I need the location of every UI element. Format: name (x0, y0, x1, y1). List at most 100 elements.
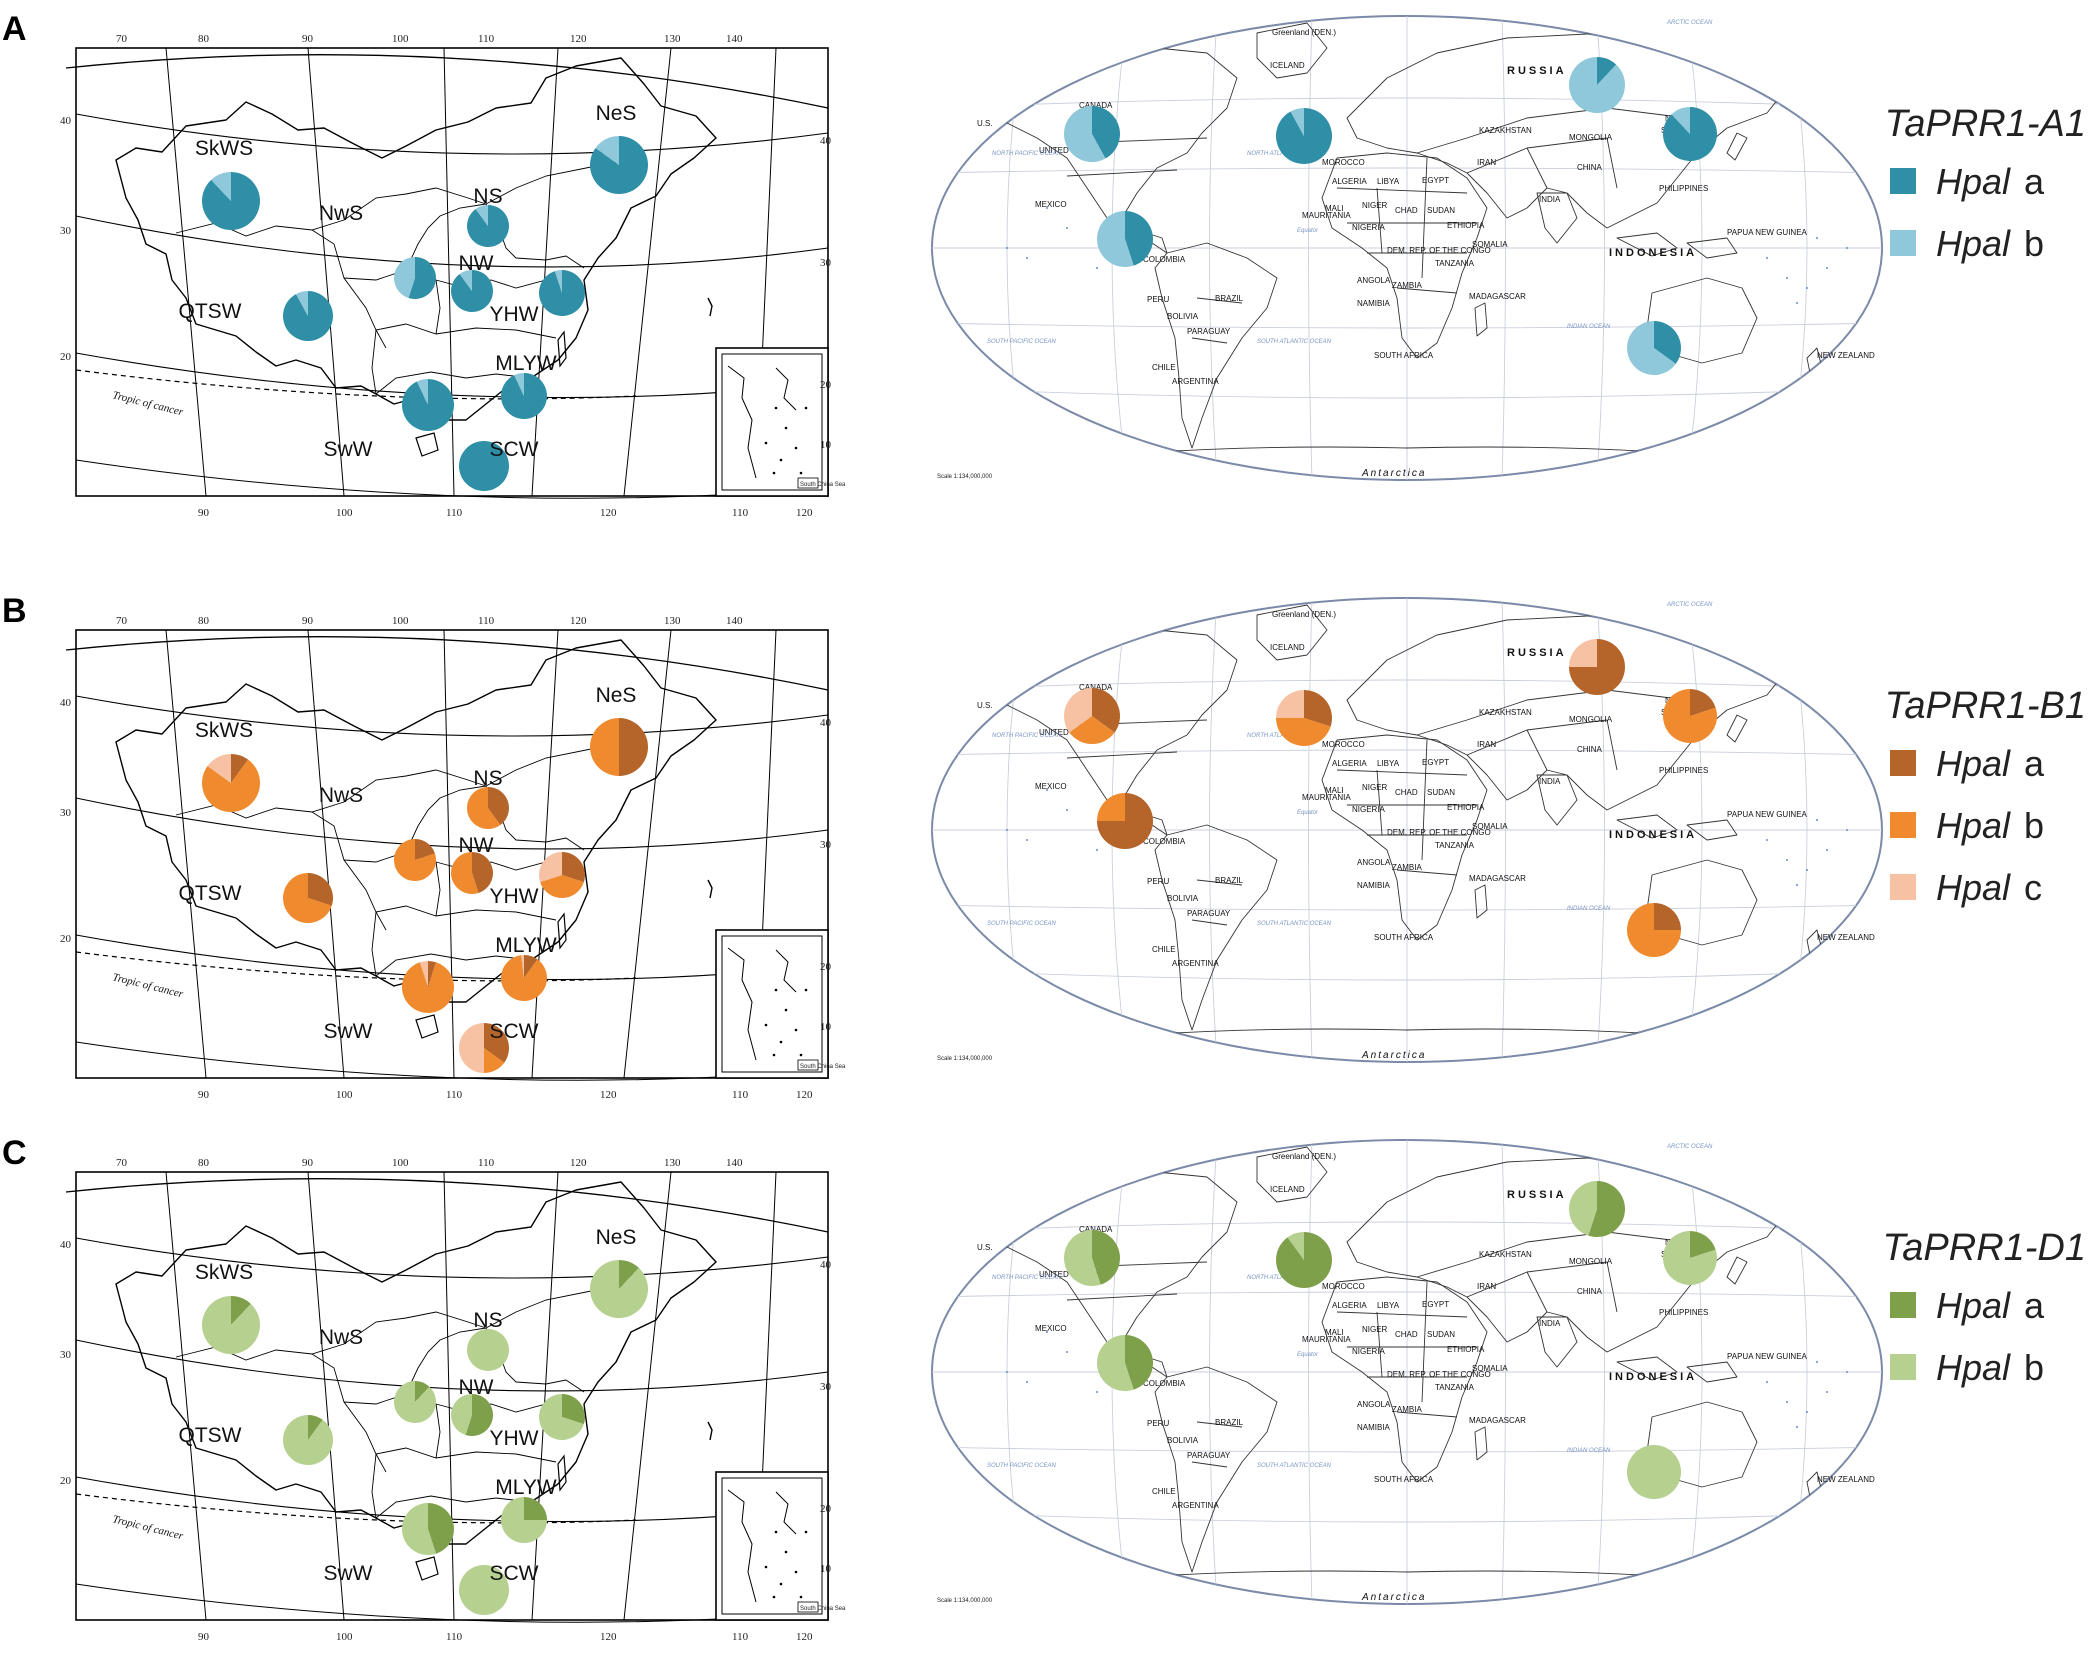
pie-yhw-slice (539, 1394, 584, 1440)
world-pie-europe-slice (1276, 690, 1304, 718)
panel-letter: A (2, 10, 27, 48)
tick-label-bottom: 110 (732, 507, 749, 519)
region-label-nws: NwS (319, 1326, 363, 1349)
pie-nes (590, 1260, 648, 1318)
country-label-nigeria: NIGERIA (1352, 1347, 1386, 1356)
pie-extra-slice (394, 257, 415, 298)
country-label-namibia: NAMIBIA (1357, 299, 1391, 308)
tick-label-bottom: 110 (732, 1089, 749, 1101)
world-pie-korea-japan (1663, 107, 1717, 161)
pie-ns-slice (488, 787, 510, 825)
pie-mlyw (501, 373, 547, 419)
country-label-madagascar: MADAGASCAR (1469, 874, 1526, 883)
world-pie-australia-slice (1627, 903, 1681, 957)
pie-skws (202, 172, 260, 231)
country-label-paraguay: PARAGUAY (1187, 1451, 1231, 1460)
country-label-iceland: ICELAND (1270, 61, 1305, 70)
pie-yhw-slice (540, 875, 584, 898)
region-label-yhw: YHW (490, 885, 539, 908)
pie-qtsw-slice (308, 1415, 323, 1440)
tick-label-bottom: 100 (336, 1089, 353, 1101)
world-pie-mexico (1097, 1335, 1153, 1391)
pie-nw-slice (451, 852, 479, 894)
world-pie-mexico-slice (1097, 793, 1125, 821)
pie-mlyw-slice (501, 1497, 547, 1543)
scale-label: Scale 1:134,000,000 (937, 1056, 993, 1062)
country-label-ethiopia: ETHIOPIA (1447, 1345, 1485, 1354)
pie-nw-slice (465, 1394, 493, 1436)
country-label-china: CHINA (1577, 1287, 1603, 1296)
world-pie-russia (1569, 57, 1625, 113)
tick-label-bottom: 100 (336, 1631, 353, 1643)
region-label-yhw: YHW (490, 1427, 539, 1450)
ocean-label-io: INDIAN OCEAN (1567, 1448, 1611, 1454)
legend-swatch-a (1890, 1292, 1916, 1318)
country-label-greenland: Greenland (DEN.) (1272, 28, 1336, 37)
pie-skws-slice (202, 759, 260, 812)
country-label-madagascar: MADAGASCAR (1469, 292, 1526, 301)
tick-label-top: 80 (198, 1157, 210, 1169)
pie-sww-slice (428, 961, 437, 987)
pie-extra (393, 839, 436, 881)
country-label-algeria: ALGERIA (1332, 1301, 1367, 1310)
tick-label-right: 20 (820, 1503, 832, 1515)
region-label-nes: NeS (596, 684, 637, 707)
pie-nes-slice (590, 718, 619, 776)
country-label-india: INDIA (1539, 777, 1561, 786)
region-label-ns: NS (473, 1309, 502, 1332)
country-label-peru: PERU (1147, 1419, 1169, 1428)
country-label-mongolia: MONGOLIA (1569, 1257, 1613, 1266)
region-label-ns: NS (473, 767, 502, 790)
legend-swatch-b (1890, 812, 1916, 838)
world-pie-korea-japan-slice (1690, 1231, 1716, 1258)
china-map: 70 80 90 100 110 120 130 140 90 100 110 120 110 120 40… (60, 33, 846, 519)
panel-b: B (2, 592, 2086, 1101)
ocean-label-equator: Equator (1297, 1352, 1319, 1358)
tick-label-bottom: 100 (336, 507, 353, 519)
country-label-algeria: ALGERIA (1332, 759, 1367, 768)
country-label-russia: RUSSIA (1507, 647, 1567, 659)
world-pie-mexico (1097, 211, 1153, 267)
country-label-zambia: ZAMBIA (1392, 281, 1422, 290)
world-pie-canada-us (1064, 1230, 1120, 1286)
country-label-iran: IRAN (1477, 158, 1496, 167)
country-label-canada: CANADA (1079, 1225, 1113, 1234)
country-label-chile: CHILE (1152, 1487, 1176, 1496)
country-label-mauritania: MAURITANIA (1302, 211, 1351, 220)
country-label-angola: ANGOLA (1357, 858, 1391, 867)
pie-sww-slice (419, 961, 428, 987)
country-label-nigeria: NIGERIA (1352, 223, 1386, 232)
pie-sww (402, 1503, 454, 1555)
pie-nes-slice (595, 136, 619, 165)
country-label-sudan: SUDAN (1427, 788, 1455, 797)
pie-skws (202, 754, 260, 812)
pie-ns-slice (467, 787, 501, 829)
country-label-paraguay: PARAGUAY (1187, 909, 1231, 918)
pie-sww (402, 961, 454, 1013)
country-label-ethiopia: ETHIOPIA (1447, 221, 1485, 230)
tick-label-top: 140 (726, 33, 743, 45)
region-label-nes: NeS (596, 102, 637, 125)
country-label-morocco: MOROCCO (1322, 158, 1365, 167)
country-label-iran: IRAN (1477, 740, 1496, 749)
country-label-niger: NIGER (1362, 783, 1388, 792)
world-pie-korea-japan-slice (1663, 689, 1717, 743)
pie-nes (590, 718, 648, 776)
tick-label-right: 10 (820, 439, 832, 451)
country-label-greenland: Greenland (DEN.) (1272, 610, 1336, 619)
legend-swatch-c (1890, 874, 1916, 900)
country-label-greenland: Greenland (DEN.) (1272, 1152, 1336, 1161)
tick-label-top: 110 (478, 1157, 495, 1169)
tick-label-top: 120 (570, 1157, 587, 1169)
pie-sww-slice (428, 1503, 454, 1554)
country-label-kazakhstan: KAZAKHSTAN (1479, 708, 1532, 717)
tick-label-top: 70 (116, 1157, 128, 1169)
country-label-somalia: SOMALIA (1472, 240, 1508, 249)
country-label-bolivia: BOLIVIA (1167, 1436, 1199, 1445)
tick-label-top: 120 (570, 33, 587, 45)
pie-ns-slice (467, 1329, 509, 1371)
country-label-chile: CHILE (1152, 945, 1176, 954)
tick-label-top: 80 (198, 615, 210, 627)
country-label-png: PAPUA NEW GUINEA (1727, 1352, 1808, 1361)
